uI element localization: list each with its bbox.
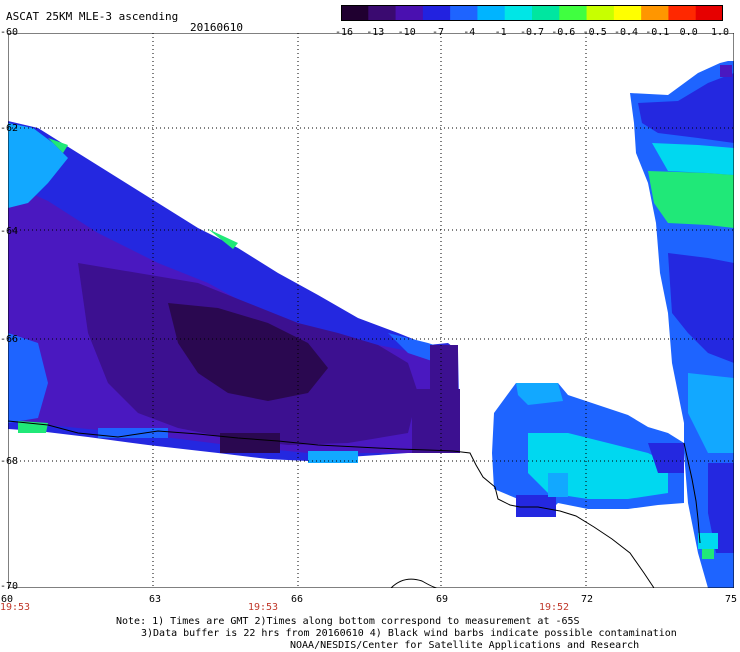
wind-cell	[220, 433, 280, 453]
wind-region	[668, 253, 734, 363]
colorbar-swatch	[586, 5, 615, 21]
middle-swath	[492, 383, 684, 517]
inland-contour	[390, 578, 439, 588]
wind-cell	[720, 65, 732, 77]
colorbar	[341, 5, 723, 21]
colorbar-frame	[341, 5, 723, 21]
colorbar-swatch	[504, 5, 533, 21]
note-line-2: 3)Data buffer is 22 hrs from 20160610 4)…	[141, 628, 677, 639]
wind-cell	[698, 533, 718, 549]
wind-region	[8, 333, 48, 423]
lat-label-70: -70	[0, 581, 19, 592]
wind-region	[648, 443, 684, 473]
colorbar-swatch	[477, 5, 506, 21]
colorbar-swatch	[668, 5, 697, 21]
wind-region	[48, 138, 68, 153]
wind-region	[688, 373, 734, 453]
colorbar-swatch	[450, 5, 479, 21]
lat-label-64: -64	[0, 226, 19, 237]
wind-region	[648, 171, 734, 228]
wind-region	[652, 143, 734, 175]
wind-cell	[430, 345, 458, 389]
right-swath	[630, 61, 734, 588]
colorbar-swatch	[341, 5, 369, 21]
lon-label-69: 69	[435, 594, 449, 605]
lat-label-60: -60	[0, 27, 19, 38]
wind-region	[638, 73, 734, 143]
gridlines	[8, 33, 734, 588]
lat-label-68: -68	[0, 456, 19, 467]
wind-cell	[308, 451, 358, 463]
time-label-2: 19:53	[247, 602, 279, 613]
lon-label-75: 75	[724, 594, 738, 605]
time-label-3: 19:52	[538, 602, 570, 613]
colorbar-swatch	[695, 5, 723, 21]
colorbar-swatch	[641, 5, 670, 21]
wind-region	[516, 383, 563, 405]
lat-label-66: -66	[0, 334, 19, 345]
wind-region	[708, 463, 734, 553]
colorbar-swatch	[422, 5, 451, 21]
wind-region	[208, 229, 238, 249]
map-title: ASCAT 25KM MLE-3 ascending	[6, 10, 179, 23]
wind-cell	[548, 473, 568, 497]
lon-label-60: 60	[0, 594, 14, 605]
wind-cell	[98, 428, 168, 438]
lon-label-72: 72	[580, 594, 594, 605]
coastline	[8, 420, 655, 588]
wind-cell	[516, 495, 556, 517]
wind-cell	[702, 549, 714, 559]
left-swath	[8, 121, 460, 463]
lon-label-66: 66	[290, 594, 304, 605]
wind-map[interactable]	[8, 33, 734, 588]
colorbar-swatch	[368, 5, 397, 21]
lon-label-63: 63	[148, 594, 162, 605]
note-line-3: NOAA/NESDIS/Center for Satellite Applica…	[290, 640, 640, 651]
colorbar-swatch	[395, 5, 424, 21]
lat-label-62: -62	[0, 123, 19, 134]
colorbar-swatches	[341, 5, 723, 21]
note-line-1: Note: 1) Times are GMT 2)Times along bot…	[116, 616, 580, 627]
time-label-1: 19:53	[0, 602, 31, 613]
eastern-coast	[683, 442, 701, 544]
wind-cell	[412, 389, 460, 453]
map-date: 20160610	[190, 21, 243, 34]
colorbar-swatch	[613, 5, 642, 21]
colorbar-swatch	[532, 5, 560, 21]
wind-region	[168, 303, 328, 401]
wind-region	[8, 123, 68, 208]
colorbar-swatch	[559, 5, 588, 21]
